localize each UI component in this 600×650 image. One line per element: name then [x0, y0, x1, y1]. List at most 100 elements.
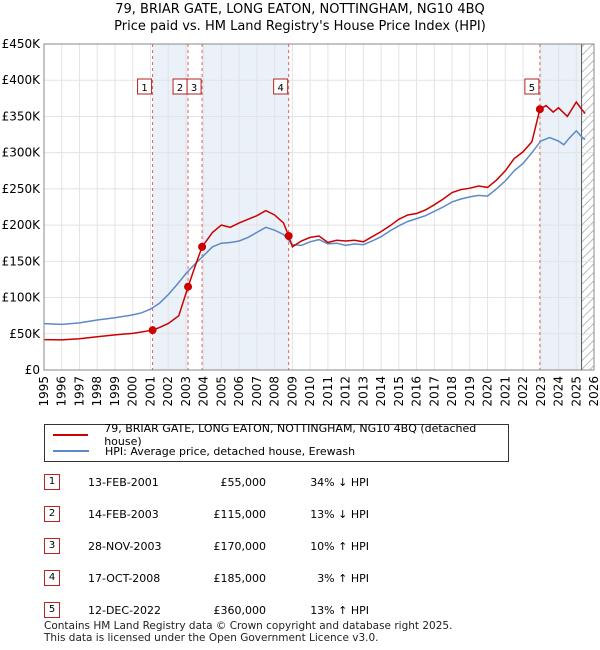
x-tick-label: 2012 [339, 376, 353, 407]
x-tick-label: 2019 [463, 376, 477, 407]
x-tick-label: 1995 [37, 376, 51, 407]
legend: 79, BRIAR GATE, LONG EATON, NOTTINGHAM, … [44, 422, 509, 462]
x-tick-label: 2016 [410, 376, 424, 407]
table-row: 4 17-OCT-2008 £185,000 3% ↑ HPI [44, 570, 384, 588]
legend-item-hpi: HPI: Average price, detached house, Erew… [53, 443, 355, 459]
y-tick-label: £150K [2, 254, 42, 268]
x-tick-label: 2026 [587, 376, 600, 407]
sale-marker-box [524, 78, 540, 95]
legend-property-label: 79, BRIAR GATE, LONG EATON, NOTTINGHAM, … [104, 422, 477, 448]
sale-period-shade [539, 44, 582, 370]
legend-hpi-swatch [53, 450, 89, 452]
x-tick-label: 2017 [427, 376, 441, 407]
table-row: 2 14-FEB-2003 £115,000 13% ↓ HPI [44, 506, 384, 524]
x-tick-label: 2008 [268, 376, 282, 407]
x-tick-label: 2005 [214, 376, 228, 407]
sale-point [535, 105, 544, 114]
sale-marker-label: 5 [529, 83, 535, 94]
sale-point [198, 242, 207, 251]
hpi-series-line [43, 129, 586, 326]
footer-copyright: Contains HM Land Registry data © Crown c… [44, 620, 453, 632]
sale-date: 17-OCT-2008 [88, 572, 161, 585]
x-tick-label: 1996 [55, 376, 69, 407]
x-tick-label: 2009 [285, 376, 299, 407]
y-tick-label: £100K [2, 291, 42, 305]
plot-area [44, 44, 594, 370]
x-tick-label: 2001 [143, 376, 157, 407]
x-tick-label: 2006 [232, 376, 246, 407]
table-row: 3 28-NOV-2003 £170,000 10% ↑ HPI [44, 538, 384, 556]
x-tick-label: 2025 [569, 376, 583, 407]
legend-item-property: 79, BRIAR GATE, LONG EATON, NOTTINGHAM, … [53, 422, 508, 448]
x-tick-label: 2015 [392, 376, 406, 407]
sale-date: 28-NOV-2003 [88, 540, 162, 553]
x-tick-label: 2014 [374, 376, 388, 407]
sale-point [284, 231, 293, 240]
sale-number: 3 [44, 538, 60, 554]
sale-period-shade [152, 44, 189, 370]
sale-point [184, 282, 193, 291]
sale-date: 14-FEB-2003 [88, 508, 159, 521]
sale-marker-label: 3 [191, 83, 197, 94]
sale-number: 4 [44, 570, 60, 586]
chart-title: 79, BRIAR GATE, LONG EATON, NOTTINGHAM, … [115, 2, 485, 17]
chart-subtitle: Price paid vs. HM Land Registry's House … [114, 19, 486, 34]
y-tick-label: £400K [2, 73, 42, 87]
x-tick-label: 2007 [250, 376, 264, 407]
x-tick-label: 2000 [126, 376, 140, 407]
sale-number: 5 [44, 602, 60, 618]
sale-marker-label: 4 [277, 83, 283, 94]
y-tick-label: £350K [2, 109, 42, 123]
x-tick-label: 2024 [552, 376, 566, 407]
sale-marker-label: 2 [177, 83, 183, 94]
sale-date: 12-DEC-2022 [88, 604, 162, 617]
x-tick-label: 2023 [534, 376, 548, 407]
sale-hpi-diff: 13% ↓ HPI [310, 508, 369, 521]
x-tick-label: 1999 [108, 376, 122, 407]
sale-price: £360,000 [213, 604, 267, 617]
x-tick-label: 2020 [481, 376, 495, 407]
sale-number: 1 [44, 474, 60, 490]
sale-price: £55,000 [220, 476, 267, 489]
sale-price: £185,000 [213, 572, 267, 585]
y-tick-label: £50K [9, 327, 41, 341]
y-tick-label: £250K [2, 182, 42, 196]
y-tick-label: £300K [2, 146, 42, 160]
sale-hpi-diff: 10% ↑ HPI [310, 540, 369, 553]
x-tick-label: 2021 [498, 376, 512, 407]
x-tick-label: 2003 [179, 376, 193, 407]
plot-border [43, 43, 595, 371]
table-row: 1 13-FEB-2001 £55,000 34% ↓ HPI [44, 474, 384, 492]
table-row: 5 12-DEC-2022 £360,000 13% ↑ HPI [44, 602, 384, 620]
sale-marker-box [186, 78, 202, 95]
property-series-line [43, 100, 586, 341]
sale-marker-box [273, 78, 289, 95]
x-tick-label: 2004 [197, 376, 211, 407]
sale-hpi-diff: 3% ↑ HPI [317, 572, 369, 585]
sale-hpi-diff: 13% ↑ HPI [310, 604, 369, 617]
x-tick-label: 2010 [303, 376, 317, 407]
x-tick-label: 2022 [516, 376, 530, 407]
x-tick-label: 1998 [90, 376, 104, 407]
footer-licence: This data is licensed under the Open Gov… [44, 632, 379, 644]
sale-hpi-diff: 34% ↓ HPI [310, 476, 369, 489]
legend-hpi-label: HPI: Average price, detached house, Erew… [105, 444, 356, 458]
sale-date: 13-FEB-2001 [88, 476, 159, 489]
x-tick-label: 2011 [321, 376, 335, 407]
y-tick-label: £0 [25, 363, 40, 377]
x-tick-label: 1997 [72, 376, 86, 407]
x-tick-label: 2013 [356, 376, 370, 407]
x-tick-label: 2018 [445, 376, 459, 407]
sale-point [148, 326, 157, 335]
price-chart: 1 2 3 4 5£0£50K£100K£150K£200K£250K£300K£350… [2, 37, 600, 407]
sale-number: 2 [44, 506, 60, 522]
x-tick-label: 2002 [161, 376, 175, 407]
sale-marker-box [137, 78, 153, 95]
y-tick-label: £450K [2, 37, 42, 51]
sale-price: £170,000 [213, 540, 267, 553]
y-tick-label: £200K [2, 218, 42, 232]
legend-property-swatch [53, 434, 89, 436]
footer: Contains HM Land Registry data © Crown c… [44, 620, 452, 644]
forecast-hatch [581, 44, 594, 370]
sale-marker-label: 1 [141, 83, 147, 94]
